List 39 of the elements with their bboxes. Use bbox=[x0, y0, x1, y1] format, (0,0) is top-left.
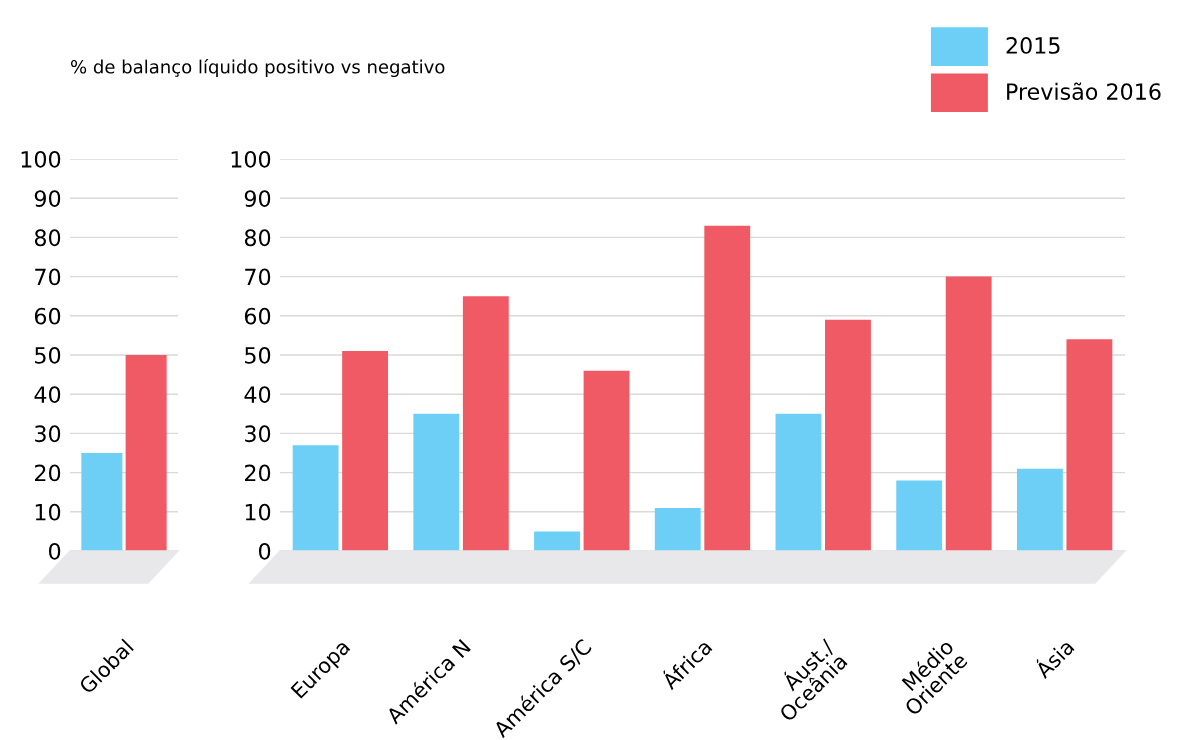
y-tick-label: 80 bbox=[34, 229, 61, 247]
bar bbox=[704, 225, 751, 551]
bar bbox=[292, 445, 339, 551]
y-tick-label: 20 bbox=[245, 464, 271, 482]
text: % de balanço líquido positivo vs negativo bbox=[71, 58, 445, 78]
y-tick-label: 30 bbox=[245, 425, 271, 443]
y-tick-label: 10 bbox=[35, 503, 61, 521]
bar bbox=[654, 507, 701, 551]
bar bbox=[1066, 339, 1113, 551]
y-tick-label: 0 bbox=[48, 542, 61, 560]
y-tick-label: 40 bbox=[244, 386, 271, 403]
bar bbox=[825, 319, 871, 551]
y-tick-label: 50 bbox=[245, 346, 271, 364]
bar bbox=[896, 480, 943, 551]
y-tick-label: 60 bbox=[244, 307, 271, 325]
y-tick-label: 50 bbox=[35, 346, 61, 364]
y-tick-label: 20 bbox=[35, 464, 61, 482]
bar bbox=[945, 276, 992, 551]
bar bbox=[1016, 468, 1063, 551]
bar bbox=[583, 370, 630, 551]
y-tick-label: 0 bbox=[258, 542, 271, 560]
y-tick-label: 30 bbox=[35, 425, 61, 443]
bar bbox=[775, 413, 822, 551]
y-tick-label: 100 bbox=[231, 150, 271, 168]
y-tick-label: 40 bbox=[34, 386, 61, 403]
y-tick-label: 90 bbox=[34, 190, 61, 207]
bar bbox=[534, 531, 580, 551]
bar bbox=[413, 413, 460, 551]
y-tick-label: 70 bbox=[35, 268, 61, 286]
y-tick-label: 80 bbox=[244, 229, 271, 247]
legend-label: 2015 bbox=[1006, 37, 1060, 54]
y-tick-label: 60 bbox=[34, 307, 61, 325]
y-tick-label: 70 bbox=[245, 268, 271, 286]
y-tick-label: 100 bbox=[21, 150, 61, 168]
y-tick-label: 90 bbox=[244, 190, 271, 207]
legend-label: Previsão 2016 bbox=[1007, 82, 1161, 100]
bar bbox=[342, 351, 389, 551]
y-tick-label: 10 bbox=[245, 503, 271, 521]
bar bbox=[462, 296, 509, 551]
